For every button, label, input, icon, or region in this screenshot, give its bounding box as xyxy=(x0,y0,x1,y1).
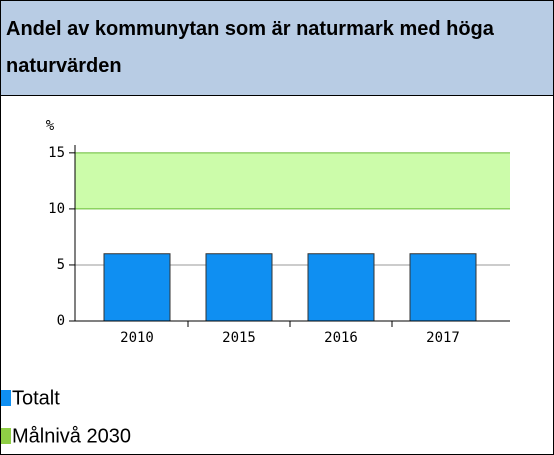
legend-label: Målnivå 2030 xyxy=(12,425,131,447)
bar xyxy=(103,253,171,322)
target-band xyxy=(75,152,510,209)
legend-label: Totalt xyxy=(12,387,60,409)
bar xyxy=(307,253,375,322)
legend-swatch xyxy=(1,390,11,406)
legend-swatch xyxy=(1,428,11,444)
chart-title: Andel av kommunytan som är naturmark med… xyxy=(6,18,494,77)
y-axis-label: % xyxy=(46,118,55,134)
x-tick-label: 2010 xyxy=(120,330,154,346)
y-tick-label: 0 xyxy=(57,313,65,329)
x-tick-label: 2015 xyxy=(222,330,256,346)
y-tick-label: 15 xyxy=(48,145,65,161)
y-tick-label: 5 xyxy=(57,257,65,273)
y-tick-label: 10 xyxy=(48,201,65,217)
x-tick-label: 2017 xyxy=(426,330,460,346)
header: Andel av kommunytan som är naturmark med… xyxy=(1,1,553,96)
x-tick-label: 2016 xyxy=(324,330,358,346)
bar xyxy=(409,253,477,322)
bar xyxy=(205,253,273,322)
